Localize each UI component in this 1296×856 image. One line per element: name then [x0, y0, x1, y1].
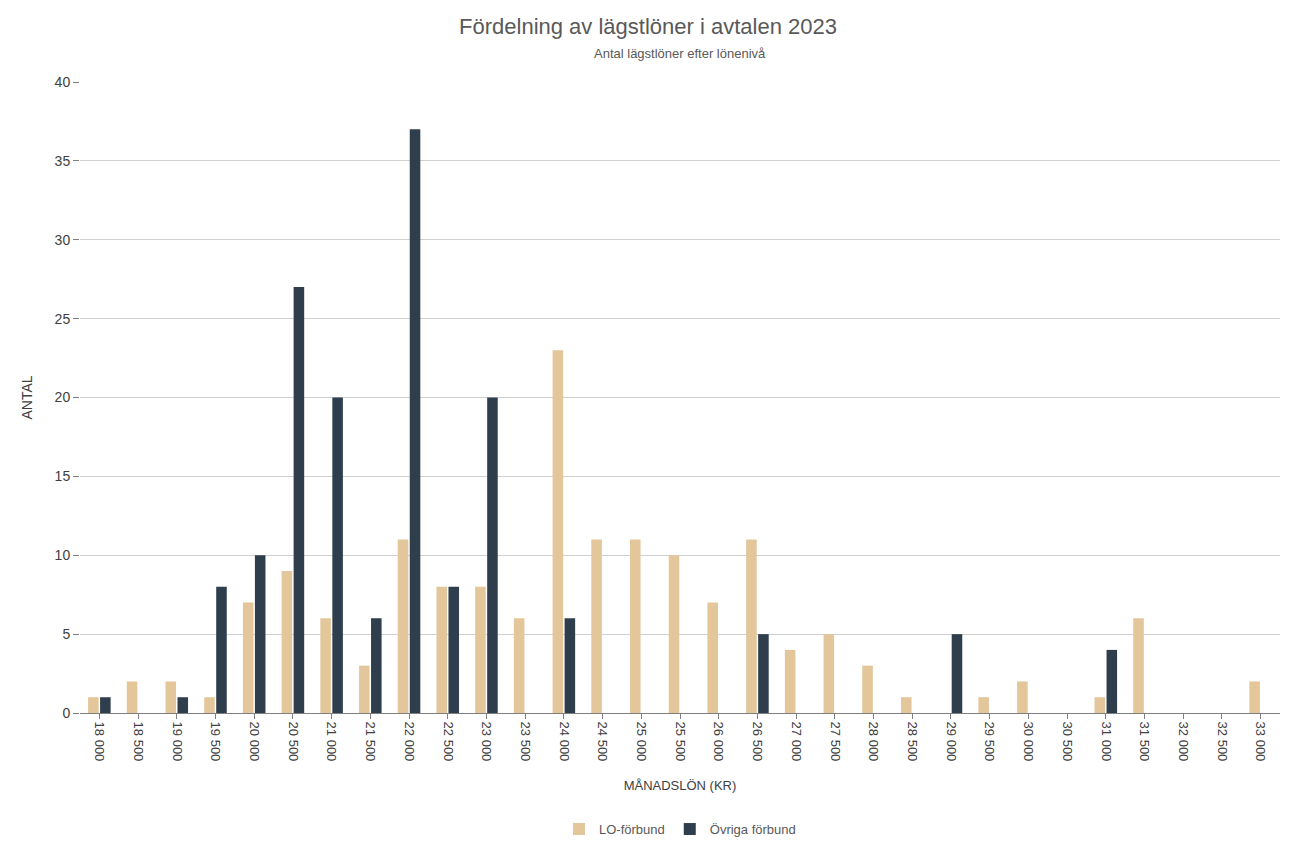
svg-text:LO-förbund: LO-förbund: [599, 822, 665, 837]
svg-text:20: 20: [55, 389, 71, 405]
svg-text:30: 30: [55, 232, 71, 248]
svg-text:28 000: 28 000: [866, 722, 881, 762]
svg-text:21 000: 21 000: [324, 722, 339, 762]
svg-text:10: 10: [55, 547, 71, 563]
svg-text:28 500: 28 500: [905, 722, 920, 762]
svg-text:31 000: 31 000: [1099, 722, 1114, 762]
svg-text:18 500: 18 500: [131, 722, 146, 762]
svg-text:22 000: 22 000: [402, 722, 417, 762]
svg-text:Antal lägstlöner efter löneniv: Antal lägstlöner efter lönenivå: [594, 46, 766, 61]
svg-text:18 000: 18 000: [92, 722, 107, 762]
svg-text:ANTAL: ANTAL: [19, 375, 35, 419]
svg-text:Övriga förbund: Övriga förbund: [710, 822, 796, 837]
svg-text:0: 0: [62, 705, 70, 721]
svg-text:30 500: 30 500: [1060, 722, 1075, 762]
svg-text:23 000: 23 000: [479, 722, 494, 762]
svg-text:33 000: 33 000: [1253, 722, 1268, 762]
svg-text:25 500: 25 500: [673, 722, 688, 762]
svg-text:24 000: 24 000: [557, 722, 572, 762]
svg-text:23 500: 23 500: [518, 722, 533, 762]
svg-text:32 000: 32 000: [1176, 722, 1191, 762]
svg-text:19 500: 19 500: [208, 722, 223, 762]
svg-text:27 500: 27 500: [828, 722, 843, 762]
svg-text:26 000: 26 000: [711, 722, 726, 762]
svg-text:31 500: 31 500: [1137, 722, 1152, 762]
svg-text:30 000: 30 000: [1021, 722, 1036, 762]
svg-text:25 000: 25 000: [634, 722, 649, 762]
svg-text:MÅNADSLÖN (KR): MÅNADSLÖN (KR): [624, 778, 737, 793]
svg-text:26 500: 26 500: [750, 722, 765, 762]
svg-text:24 500: 24 500: [595, 722, 610, 762]
svg-text:15: 15: [55, 468, 71, 484]
svg-text:32 500: 32 500: [1215, 722, 1230, 762]
svg-text:29 000: 29 000: [944, 722, 959, 762]
svg-text:29 500: 29 500: [982, 722, 997, 762]
svg-text:40: 40: [55, 74, 71, 90]
svg-text:25: 25: [55, 311, 71, 327]
svg-text:35: 35: [55, 153, 71, 169]
svg-text:27 000: 27 000: [789, 722, 804, 762]
svg-text:21 500: 21 500: [363, 722, 378, 762]
svg-text:Fördelning av lägstlöner i avt: Fördelning av lägstlöner i avtalen 2023: [459, 14, 837, 39]
svg-text:20 500: 20 500: [286, 722, 301, 762]
svg-text:19 000: 19 000: [170, 722, 185, 762]
svg-text:22 500: 22 500: [441, 722, 456, 762]
svg-text:5: 5: [62, 626, 70, 642]
svg-text:20 000: 20 000: [247, 722, 262, 762]
